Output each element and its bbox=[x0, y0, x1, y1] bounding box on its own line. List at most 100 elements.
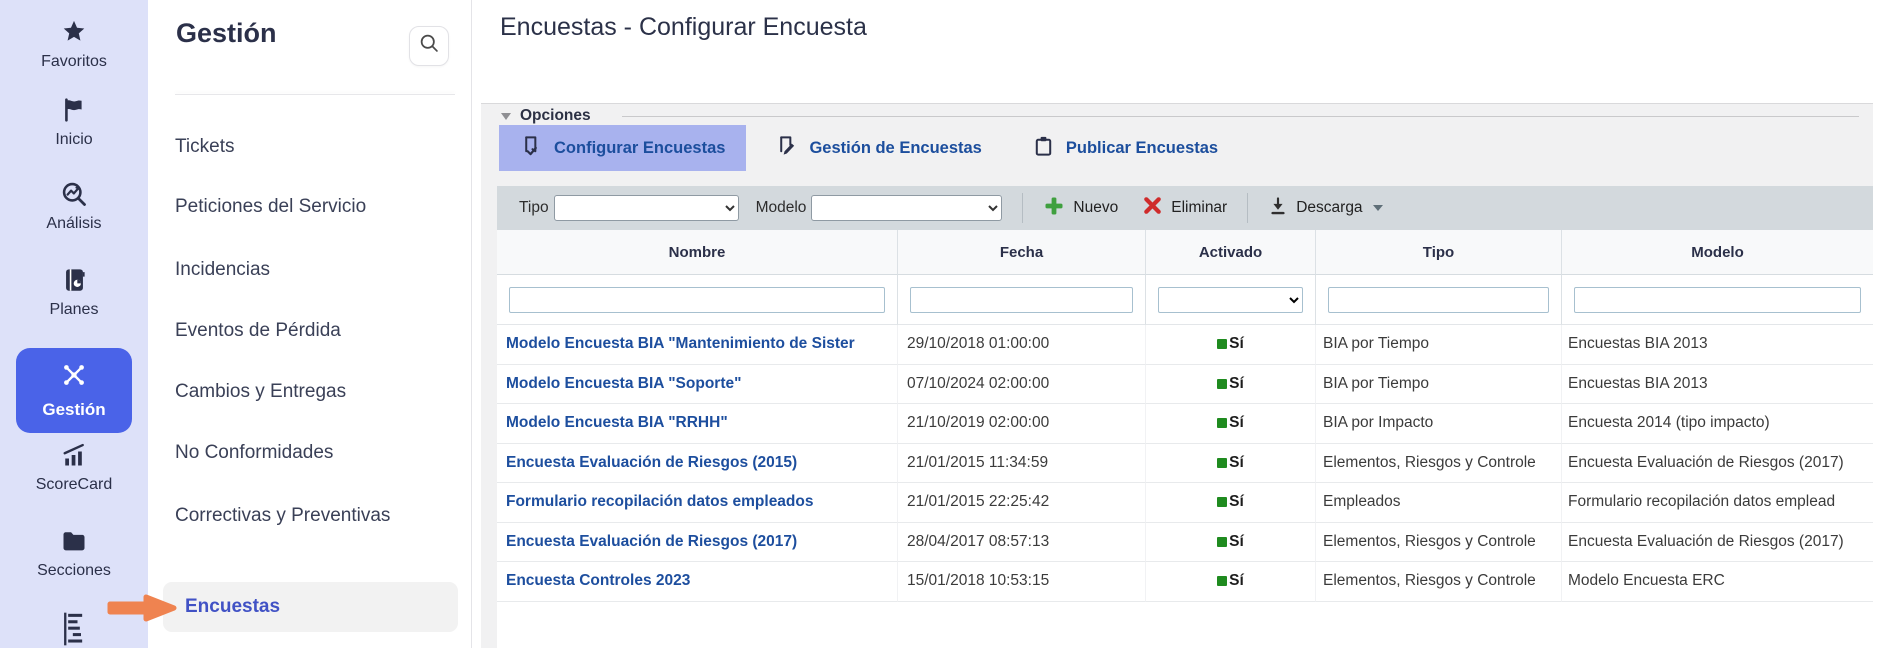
nuevo-button[interactable]: Nuevo bbox=[1043, 195, 1118, 222]
survey-type: Empleados bbox=[1316, 483, 1562, 523]
sidebar-item-scorecard[interactable]: ScoreCard bbox=[0, 441, 148, 494]
column-header-activado[interactable]: Activado bbox=[1146, 230, 1316, 275]
legend-rule bbox=[622, 116, 1859, 117]
tab-gestion-de-encuestas[interactable]: Gestión de Encuestas bbox=[754, 125, 1002, 171]
table-row[interactable]: Modelo Encuesta BIA "Mantenimiento de Si… bbox=[497, 325, 1873, 365]
active-green-square-icon bbox=[1217, 418, 1228, 429]
opciones-groupbox: Opciones Configurar Encuestas Gestión de… bbox=[481, 103, 1873, 648]
star-icon bbox=[60, 18, 88, 46]
survey-date: 21/10/2019 02:00:00 bbox=[898, 404, 1146, 444]
menu-item-no-conformidades[interactable]: No Conformidades bbox=[175, 442, 334, 463]
sidebar-item-favoritos[interactable]: Favoritos bbox=[0, 18, 148, 71]
table-row[interactable]: Encuesta Controles 2023 15/01/2018 10:53… bbox=[497, 562, 1873, 602]
survey-name-link[interactable]: Encuesta Evaluación de Riesgos (2015) bbox=[497, 443, 898, 483]
filter-tipo-input[interactable] bbox=[1328, 286, 1549, 313]
sidebar-item-analisis[interactable]: Análisis bbox=[0, 180, 148, 233]
menu-item-incidencias[interactable]: Incidencias bbox=[175, 259, 271, 280]
menu-item-encuestas[interactable]: Encuestas bbox=[163, 582, 458, 632]
column-header-tipo[interactable]: Tipo bbox=[1316, 230, 1562, 275]
sidebar-item-label: Secciones bbox=[37, 562, 111, 579]
sidebar-item-bottom-partial[interactable] bbox=[0, 610, 148, 648]
table-filter-row bbox=[497, 275, 1873, 325]
table-header-row: Nombre Fecha Activado Tipo Modelo bbox=[497, 230, 1873, 275]
planner-book-icon bbox=[61, 266, 88, 294]
clipboard-icon bbox=[1032, 134, 1055, 163]
survey-type: Elementos, Riesgos y Controle bbox=[1316, 562, 1562, 602]
survey-active-status: Sí bbox=[1146, 325, 1316, 365]
modelo-label: Modelo bbox=[755, 199, 807, 216]
table-body: Modelo Encuesta BIA "Mantenimiento de Si… bbox=[497, 325, 1873, 602]
survey-model: Encuesta Evaluación de Riesgos (2017) bbox=[1562, 523, 1873, 562]
sidebar-item-label: Inicio bbox=[55, 131, 93, 148]
survey-active-status: Sí bbox=[1146, 364, 1316, 404]
filter-nombre-input[interactable] bbox=[509, 286, 885, 313]
descarga-button[interactable]: Descarga bbox=[1268, 195, 1383, 222]
modelo-select[interactable] bbox=[811, 195, 1003, 221]
sidebar-item-label: Análisis bbox=[46, 215, 102, 232]
survey-name-link[interactable]: Modelo Encuesta BIA "RRHH" bbox=[497, 404, 898, 444]
filter-modelo-input[interactable] bbox=[1574, 286, 1861, 313]
survey-date: 07/10/2024 02:00:00 bbox=[898, 364, 1146, 404]
nuevo-label: Nuevo bbox=[1073, 199, 1119, 216]
panel-title: Gestión bbox=[176, 18, 277, 48]
menu-item-eventos[interactable]: Eventos de Pérdida bbox=[175, 320, 341, 341]
tab-label: Configurar Encuestas bbox=[554, 138, 726, 157]
column-header-modelo[interactable]: Modelo bbox=[1562, 230, 1873, 275]
survey-type: Elementos, Riesgos y Controle bbox=[1316, 443, 1562, 483]
menu-item-cambios[interactable]: Cambios y Entregas bbox=[175, 381, 347, 402]
table-row[interactable]: Encuesta Evaluación de Riesgos (2017) 28… bbox=[497, 522, 1873, 562]
menu-scroll-divider bbox=[175, 94, 455, 95]
sidebar-item-gestion[interactable]: Gestión bbox=[16, 348, 132, 433]
survey-model: Encuestas BIA 2013 bbox=[1562, 325, 1873, 365]
survey-type: Elementos, Riesgos y Controle bbox=[1316, 522, 1562, 562]
survey-date: 21/01/2015 11:34:59 bbox=[898, 443, 1146, 483]
eliminar-label: Eliminar bbox=[1171, 199, 1228, 216]
active-green-square-icon bbox=[1217, 536, 1228, 547]
tipo-select[interactable] bbox=[553, 195, 739, 221]
survey-model: Encuesta Evaluación de Riesgos (2017) bbox=[1562, 444, 1873, 483]
tab-configurar-encuestas[interactable]: Configurar Encuestas bbox=[499, 125, 747, 171]
sidebar-item-label: Gestión bbox=[42, 400, 106, 419]
bookmark-edit-icon bbox=[775, 134, 798, 163]
filter-activado-select[interactable] bbox=[1158, 286, 1303, 313]
survey-name-link[interactable]: Encuesta Controles 2023 bbox=[497, 562, 898, 602]
survey-active-status: Sí bbox=[1146, 522, 1316, 562]
column-header-fecha[interactable]: Fecha bbox=[898, 230, 1146, 275]
table-row[interactable]: Formulario recopilación datos empleados … bbox=[497, 483, 1873, 523]
survey-date: 21/01/2015 22:25:42 bbox=[898, 483, 1146, 523]
search-button[interactable] bbox=[409, 26, 449, 66]
menu-item-tickets[interactable]: Tickets bbox=[175, 136, 235, 157]
sidebar-item-planes[interactable]: Planes bbox=[0, 266, 148, 319]
survey-active-status: Sí bbox=[1146, 562, 1316, 602]
table-row[interactable]: Modelo Encuesta BIA "Soporte" 07/10/2024… bbox=[497, 364, 1873, 404]
survey-name-link[interactable]: Formulario recopilación datos empleados bbox=[497, 483, 898, 523]
flag-icon bbox=[61, 96, 87, 124]
sidebar-item-secciones[interactable]: Secciones bbox=[0, 527, 148, 580]
survey-type: BIA por Impacto bbox=[1316, 404, 1562, 444]
menu-item-peticiones[interactable]: Peticiones del Servicio bbox=[175, 196, 367, 217]
descarga-label: Descarga bbox=[1296, 199, 1363, 216]
active-green-square-icon bbox=[1217, 457, 1228, 468]
sidebar-item-label: Favoritos bbox=[41, 53, 107, 70]
table-row[interactable]: Encuesta Evaluación de Riesgos (2015) 21… bbox=[497, 443, 1873, 483]
survey-model: Encuestas BIA 2013 bbox=[1562, 365, 1873, 404]
survey-name-link[interactable]: Modelo Encuesta BIA "Mantenimiento de Si… bbox=[497, 325, 898, 365]
menu-item-correctivas[interactable]: Correctivas y Preventivas bbox=[175, 505, 391, 526]
filter-fecha-input[interactable] bbox=[910, 286, 1133, 313]
survey-date: 29/10/2018 01:00:00 bbox=[898, 325, 1146, 365]
opciones-label: Opciones bbox=[520, 107, 591, 124]
opciones-legend[interactable]: Opciones bbox=[501, 107, 591, 125]
survey-name-link[interactable]: Encuesta Evaluación de Riesgos (2017) bbox=[497, 522, 898, 562]
tab-label: Gestión de Encuestas bbox=[809, 138, 982, 157]
eliminar-button[interactable]: Eliminar bbox=[1142, 195, 1227, 221]
sidebar-item-inicio[interactable]: Inicio bbox=[0, 96, 148, 149]
table-row[interactable]: Modelo Encuesta BIA "RRHH" 21/10/2019 02… bbox=[497, 404, 1873, 444]
toolbar-separator bbox=[1022, 193, 1024, 223]
tab-publicar-encuestas[interactable]: Publicar Encuestas bbox=[1011, 125, 1239, 171]
delete-x-icon bbox=[1142, 195, 1163, 221]
survey-name-link[interactable]: Modelo Encuesta BIA "Soporte" bbox=[497, 364, 898, 404]
column-header-nombre[interactable]: Nombre bbox=[497, 230, 898, 275]
toolbar-separator bbox=[1247, 193, 1249, 223]
sidebar-item-label: Planes bbox=[49, 301, 99, 318]
collapse-triangle-icon bbox=[501, 112, 511, 120]
